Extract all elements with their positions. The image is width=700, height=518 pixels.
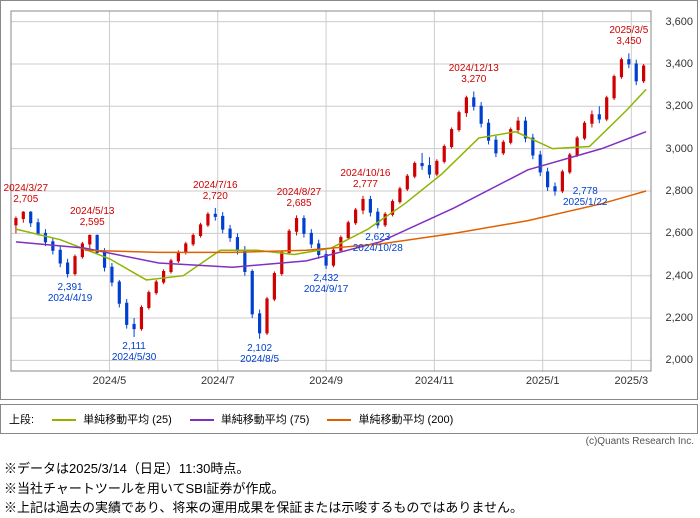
y-tick-label: 2,400 [665,270,693,282]
x-tick-label: 2024/9 [309,375,343,387]
legend-item-0: 単純移動平均 (25) [48,411,172,427]
legend-item-1: 単純移動平均 (75) [186,411,310,427]
legend-label-1: 単純移動平均 (75) [221,414,310,426]
y-tick-label: 2,800 [665,185,693,197]
plot-area [11,11,651,371]
legend-swatch-2 [327,419,351,421]
footnotes: ※データは2025/3/14（日足）11:30時点。 ※当社チャートツールを用い… [0,459,700,518]
y-tick-label: 2,600 [665,227,693,239]
legend: 上段: 単純移動平均 (25) 単純移動平均 (75) 単純移動平均 (200) [0,404,698,434]
footnote-0: ※データは2025/3/14（日足）11:30時点。 [4,459,700,479]
y-tick-label: 2,000 [665,354,693,366]
footnote-1: ※当社チャートツールを用いてSBI証券が作成。 [4,479,700,499]
y-tick-label: 3,400 [665,58,693,70]
legend-label-2: 単純移動平均 (200) [359,414,454,426]
y-tick-label: 3,000 [665,143,693,155]
x-tick-label: 2025/1 [526,375,560,387]
y-tick-label: 3,600 [665,16,693,28]
legend-label-0: 単純移動平均 (25) [83,414,172,426]
stock-chart: 2,000 2,200 2,400 2,600 2,800 3,000 3,200 3,400… [0,0,698,400]
footnote-2: ※上記は過去の実績であり、将来の運用成果を保証または示唆するものではありません。 [4,498,700,518]
x-tick-label: 2025/3 [614,375,648,387]
x-tick-label: 2024/7 [201,375,235,387]
y-tick-label: 2,200 [665,312,693,324]
y-tick-label: 3,200 [665,100,693,112]
chart-svg [11,11,651,371]
legend-swatch-0 [52,419,76,421]
legend-item-2: 単純移動平均 (200) [323,411,453,427]
copyright: (c)Quants Research Inc. [0,434,698,447]
legend-title: 上段: [9,411,34,427]
x-tick-label: 2024/5 [93,375,127,387]
legend-swatch-1 [190,419,214,421]
x-tick-label: 2024/11 [415,375,454,387]
